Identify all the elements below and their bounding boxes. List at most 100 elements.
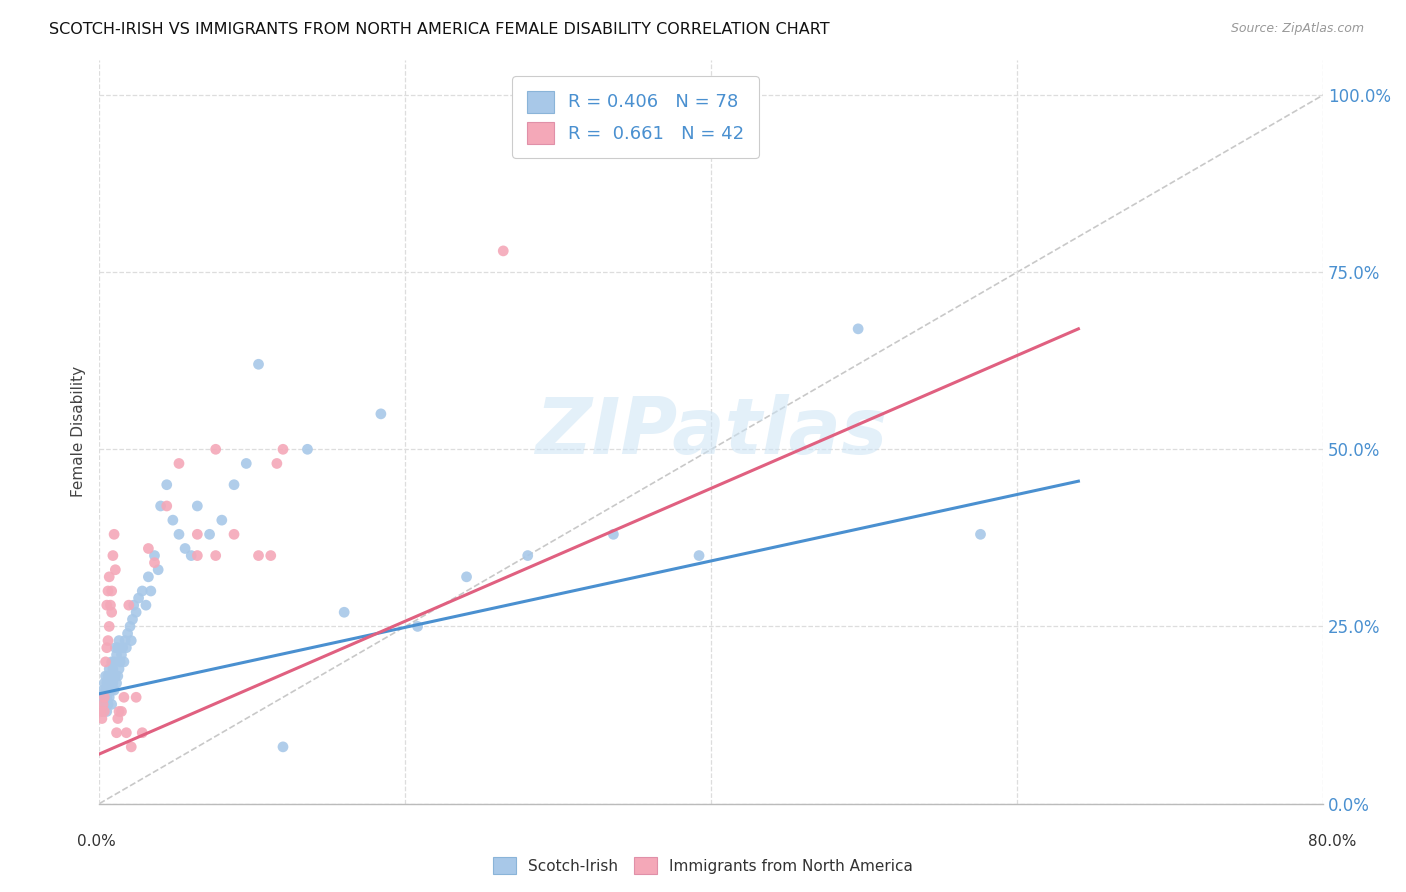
Point: [271, 442, 294, 457]
Point: [186, 549, 208, 563]
Point: [125, 605, 148, 619]
Point: [96, 690, 118, 705]
Point: [516, 549, 538, 563]
Point: [103, 527, 125, 541]
Point: [98, 662, 121, 676]
Point: [91, 698, 114, 712]
Point: [91, 705, 114, 719]
Point: [115, 640, 138, 655]
Point: [143, 549, 166, 563]
Point: [90, 705, 112, 719]
Point: [135, 598, 157, 612]
Point: [156, 499, 179, 513]
Point: [101, 662, 124, 676]
Point: [162, 513, 184, 527]
Point: [211, 513, 233, 527]
Point: [271, 739, 294, 754]
Point: [167, 527, 190, 541]
Point: [94, 683, 117, 698]
Point: [103, 655, 125, 669]
Point: [105, 676, 128, 690]
Text: 0.0%: 0.0%: [77, 834, 117, 849]
Point: [100, 655, 122, 669]
Point: [91, 683, 114, 698]
Point: [104, 563, 127, 577]
Point: [115, 725, 138, 739]
Point: [108, 705, 131, 719]
Point: [247, 549, 270, 563]
Point: [104, 669, 127, 683]
Point: [143, 556, 166, 570]
Point: [456, 570, 478, 584]
Point: [110, 705, 132, 719]
Point: [97, 669, 120, 683]
Point: [100, 669, 122, 683]
Point: [149, 499, 172, 513]
Point: [174, 541, 197, 556]
Point: [93, 690, 115, 705]
Point: [121, 612, 143, 626]
Point: [107, 640, 129, 655]
Point: [969, 527, 991, 541]
Point: [97, 633, 120, 648]
Point: [90, 698, 112, 712]
Point: [108, 662, 131, 676]
Point: [247, 357, 270, 371]
Point: [120, 739, 142, 754]
Point: [93, 676, 115, 690]
Point: [105, 725, 128, 739]
Text: Source: ZipAtlas.com: Source: ZipAtlas.com: [1230, 22, 1364, 36]
Point: [94, 669, 117, 683]
Point: [111, 640, 134, 655]
Point: [98, 676, 121, 690]
Point: [105, 648, 128, 662]
Point: [93, 690, 115, 705]
Point: [103, 683, 125, 698]
Point: [266, 457, 288, 471]
Point: [125, 690, 148, 705]
Text: SCOTCH-IRISH VS IMMIGRANTS FROM NORTH AMERICA FEMALE DISABILITY CORRELATION CHAR: SCOTCH-IRISH VS IMMIGRANTS FROM NORTH AM…: [49, 22, 830, 37]
Point: [186, 499, 208, 513]
Point: [235, 457, 257, 471]
Point: [138, 570, 160, 584]
Text: 80.0%: 80.0%: [1309, 834, 1357, 849]
Point: [139, 584, 162, 599]
Legend: R = 0.406   N = 78, R =  0.661   N = 42: R = 0.406 N = 78, R = 0.661 N = 42: [512, 76, 759, 158]
Point: [100, 584, 122, 599]
Point: [98, 690, 121, 705]
Point: [120, 633, 142, 648]
Point: [122, 598, 145, 612]
Point: [100, 683, 122, 698]
Point: [96, 598, 118, 612]
Point: [104, 640, 127, 655]
Point: [97, 698, 120, 712]
Point: [118, 598, 141, 612]
Point: [100, 605, 122, 619]
Point: [688, 549, 710, 563]
Point: [90, 712, 112, 726]
Point: [112, 655, 135, 669]
Point: [128, 591, 150, 605]
Point: [110, 648, 132, 662]
Point: [204, 549, 226, 563]
Point: [602, 527, 624, 541]
Point: [406, 619, 429, 633]
Point: [146, 563, 169, 577]
Point: [94, 698, 117, 712]
Point: [114, 633, 136, 648]
Point: [180, 549, 202, 563]
Point: [101, 676, 124, 690]
Point: [101, 549, 124, 563]
Point: [94, 655, 117, 669]
Point: [96, 640, 118, 655]
Point: [100, 698, 122, 712]
Point: [131, 725, 153, 739]
Point: [98, 619, 121, 633]
Point: [138, 541, 160, 556]
Point: [222, 527, 245, 541]
Point: [167, 457, 190, 471]
Point: [96, 676, 118, 690]
Point: [108, 633, 131, 648]
Point: [156, 477, 179, 491]
Point: [93, 705, 115, 719]
